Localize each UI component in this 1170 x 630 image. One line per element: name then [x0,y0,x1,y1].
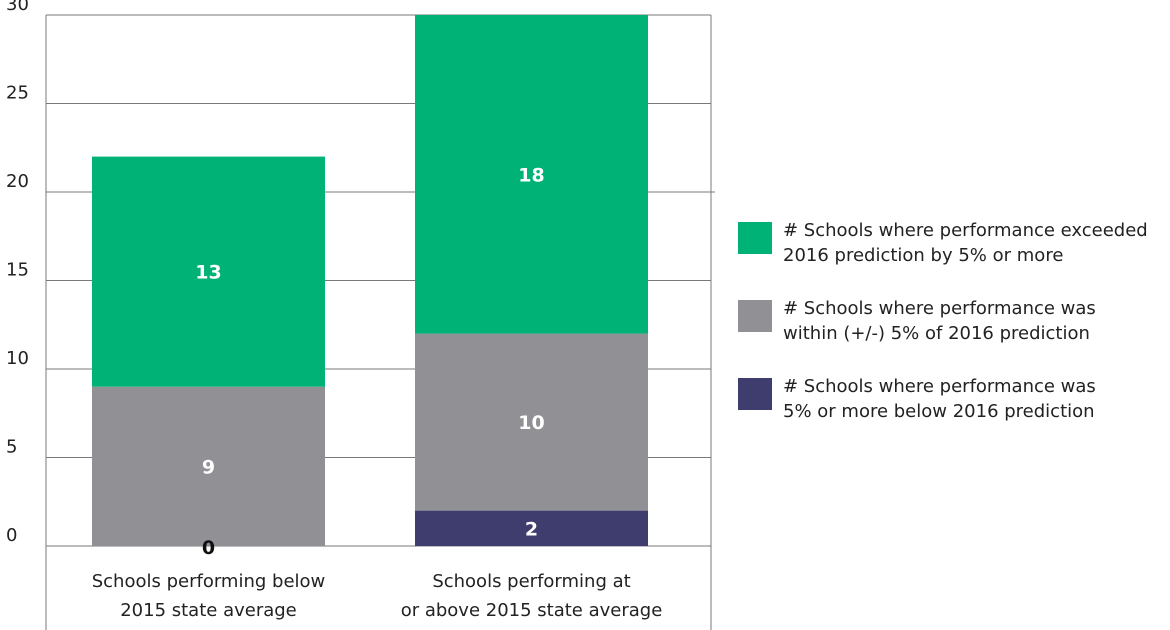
y-tick-label: 20 [6,171,29,192]
legend: # Schools where performance exceeded 201… [738,218,1168,452]
bar-segment [415,510,648,546]
category-label-line: Schools performing below [92,571,326,592]
y-tick-label: 10 [6,348,29,369]
legend-item-below: # Schools where performance was 5% or mo… [738,374,1168,452]
bar-segment [415,15,648,334]
data-label: 2 [525,518,538,540]
y-tick-label: 30 [6,0,29,15]
legend-swatch-below [738,378,772,410]
legend-item-within: # Schools where performance was within (… [738,296,1168,374]
category-label: Schools performing below 2015 state avera… [92,571,326,621]
legend-label-below: # Schools where performance was 5% or mo… [783,376,1096,422]
legend-label-exceeded: # Schools where performance exceeded 201… [783,220,1148,266]
legend-item-exceeded: # Schools where performance exceeded 201… [738,218,1168,296]
category-label: Schools performing at or above 2015 state… [401,571,663,621]
y-tick-labels: 0 5 10 15 20 25 30 [6,0,29,546]
data-label: 0 [202,537,215,559]
legend-swatch-exceeded [738,222,772,254]
data-labels: 0 9 13 2 10 18 [195,164,544,559]
legend-label-within: # Schools where performance was within (… [783,298,1096,344]
category-label-line: Schools performing at [432,571,630,592]
category-labels: Schools performing below 2015 state avera… [92,571,663,621]
bars [92,15,648,546]
data-label: 13 [195,262,221,284]
legend-swatch-within [738,300,772,332]
y-tick-label: 15 [6,260,29,281]
bar-segment [92,386,325,546]
y-tick-label: 25 [6,83,29,104]
bar-segment [415,333,648,511]
data-label: 18 [518,164,544,186]
data-label: 10 [518,412,544,434]
y-tick-label: 5 [6,437,17,458]
category-label-line: 2015 state average [120,600,297,621]
data-label: 9 [202,456,215,478]
bar-segment [92,156,325,387]
y-tick-label: 0 [6,525,17,546]
category-label-line: or above 2015 state average [401,600,663,621]
